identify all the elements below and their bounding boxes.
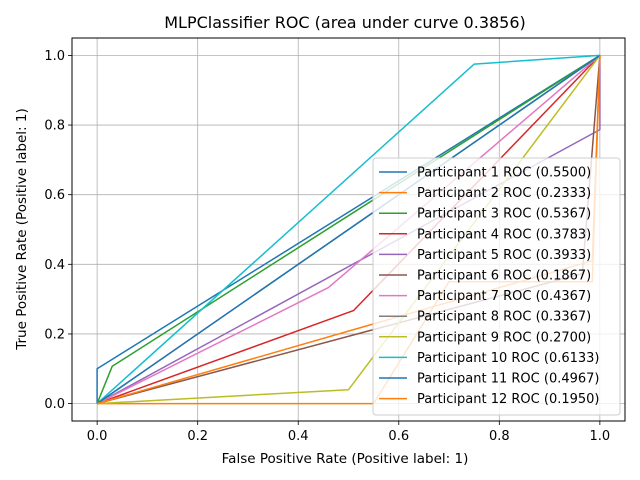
y-tick-label: 0.6 — [44, 188, 65, 203]
legend-label-12: Participant 12 ROC (0.1950) — [417, 392, 600, 407]
legend-label-10: Participant 10 ROC (0.6133) — [417, 351, 600, 366]
legend-label-3: Participant 3 ROC (0.5367) — [417, 207, 591, 222]
legend-label-5: Participant 5 ROC (0.3933) — [417, 248, 591, 263]
series-line-10 — [96, 54, 600, 405]
y-tick-label: 0.8 — [44, 119, 65, 134]
chart-title: MLPClassifier ROC (area under curve 0.38… — [164, 13, 526, 32]
y-tick-label: 0.4 — [44, 258, 65, 273]
ticks: 0.0 0.2 0.4 0.6 0.8 1.0 0.0 0.2 0.4 0.6 0.8 1.0 — [44, 49, 610, 444]
y-tick-label: 0.2 — [44, 327, 65, 342]
legend-label-2: Participant 2 ROC (0.2333) — [417, 186, 591, 201]
x-axis-label: False Positive Rate (Positive label: 1) — [222, 451, 469, 467]
x-tick-label: 0.8 — [489, 429, 510, 444]
legend-box — [372, 157, 621, 416]
legend-label-9: Participant 9 ROC (0.2700) — [417, 330, 591, 345]
legend-label-8: Participant 8 ROC (0.3367) — [417, 310, 591, 325]
x-tick-label: 0.6 — [388, 429, 409, 444]
y-tick-label: 1.0 — [44, 49, 65, 64]
x-tick-label: 0.0 — [87, 429, 108, 444]
series-line-11 — [96, 54, 601, 405]
legend-label-1: Participant 1 ROC (0.5500) — [417, 166, 591, 181]
y-axis-label: True Positive Rate (Positive label: 1) — [14, 108, 30, 351]
series-line-5 — [96, 55, 601, 405]
legend-label-6: Participant 6 ROC (0.1867) — [417, 269, 591, 284]
series-line-4 — [96, 54, 601, 405]
x-tick-label: 1.0 — [590, 429, 611, 444]
y-tick-label: 0.0 — [44, 397, 65, 412]
plot-frame — [71, 37, 626, 422]
legend-label-7: Participant 7 ROC (0.4367) — [417, 289, 591, 304]
x-tick-label: 0.4 — [288, 429, 309, 444]
legend-label-4: Participant 4 ROC (0.3783) — [417, 227, 591, 242]
legend: Participant 1 ROC (0.5500) Participant 2 … — [372, 157, 621, 416]
x-tick-label: 0.2 — [187, 429, 208, 444]
legend-label-11: Participant 11 ROC (0.4967) — [417, 372, 600, 387]
series-line-7 — [96, 54, 601, 405]
